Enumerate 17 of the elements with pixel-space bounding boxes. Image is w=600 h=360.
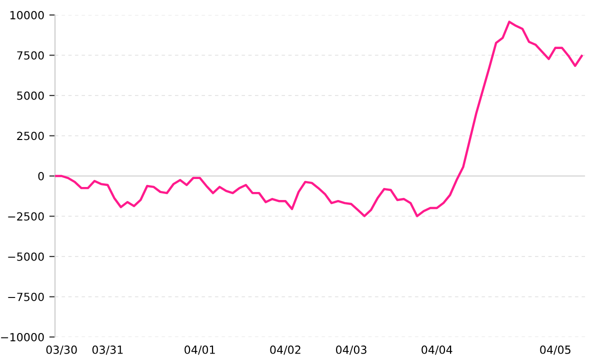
- y-tick-label: 5000: [17, 91, 44, 100]
- y-tick-label: −7500: [8, 292, 44, 302]
- x-tick-label: 04/03: [336, 346, 366, 355]
- x-tick-label: 03/31: [92, 346, 123, 355]
- y-tick-label: 0: [38, 172, 44, 180]
- y-tick-label: −10000: [1, 332, 44, 342]
- x-tick-label: 04/04: [422, 346, 452, 355]
- y-tick-label: −5000: [8, 252, 44, 261]
- x-tick-label: 04/01: [184, 346, 215, 355]
- x-tick-label: 04/05: [540, 346, 570, 355]
- x-tick-label: 03/30: [46, 346, 77, 355]
- y-tick-label: 2500: [17, 132, 44, 140]
- x-tick-label: 04/02: [270, 346, 300, 355]
- y-tick-label: 7500: [17, 51, 44, 60]
- line-series: [55, 20, 583, 218]
- y-tick-label: 10000: [10, 10, 44, 20]
- y-tick-label: −2500: [8, 212, 44, 221]
